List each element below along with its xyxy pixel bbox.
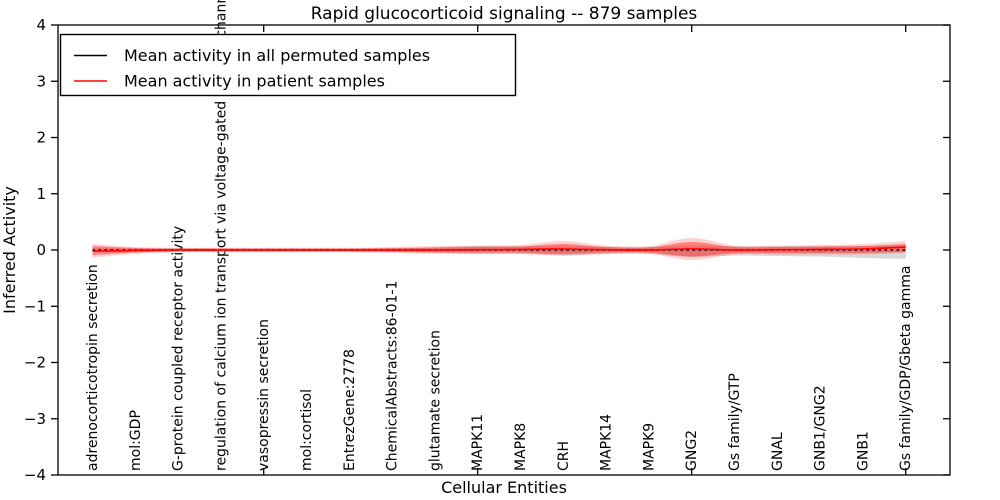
entity-label: Gs family/GDP/Gbeta gamma [898, 266, 914, 472]
entity-label: G-protein coupled receptor activity [171, 226, 187, 471]
y-axis-label: Inferred Activity [0, 186, 19, 314]
entity-label: GNB1/GNG2 [813, 385, 829, 471]
entity-labels: adrenocorticotropin secretion mol:GDP G-pr… [85, 0, 914, 471]
entity-label: MAPK9 [641, 423, 657, 471]
y-tick-label: 2 [36, 129, 46, 147]
y-tick-label: 1 [36, 185, 46, 203]
y-tick-label: 0 [36, 241, 46, 259]
entity-label: regulation of calcium ion transport via … [213, 0, 229, 471]
legend-label-permuted: Mean activity in all permuted samples [124, 46, 430, 65]
entity-label: ChemicalAbstracts:86-01-1 [385, 281, 401, 471]
legend-box [59, 33, 517, 97]
legend: Mean activity in all permuted samples Me… [59, 33, 517, 97]
entity-label: Gs family/GTP [727, 373, 743, 471]
y-tick-label: −2 [24, 354, 46, 372]
entity-label: mol:cortisol [299, 389, 315, 471]
entity-label: glutamate secretion [427, 330, 443, 471]
entity-label: GNB1 [855, 431, 871, 471]
legend-label-patient: Mean activity in patient samples [124, 72, 385, 91]
entity-label: GNG2 [684, 430, 700, 471]
entity-label: vasopressin secretion [256, 319, 272, 471]
y-tick-labels: 4 3 2 1 0 −1 −2 −3 −4 [24, 16, 46, 484]
entity-label: MAPK11 [470, 414, 486, 471]
chart-title: Rapid glucocorticoid signaling -- 879 sa… [311, 4, 698, 24]
mean-line-patient [92, 246, 906, 252]
axis-ticks [51, 24, 950, 476]
y-tick-label: 4 [36, 16, 46, 34]
entity-label: GNAL [770, 432, 786, 471]
y-tick-label: −3 [24, 410, 46, 428]
entity-label: mol:GDP [128, 410, 144, 471]
entity-label: MAPK8 [513, 423, 529, 471]
x-axis-label: Cellular Entities [441, 478, 567, 497]
entity-label: adrenocorticotropin secretion [85, 264, 101, 471]
mean-lines [92, 246, 906, 252]
entity-label: EntrezGene:2778 [342, 349, 358, 471]
entity-label: MAPK14 [599, 414, 615, 471]
y-tick-label: −4 [24, 466, 46, 484]
y-tick-label: −1 [24, 297, 46, 315]
y-tick-label: 3 [36, 72, 46, 90]
entity-label: CRH [556, 441, 572, 471]
